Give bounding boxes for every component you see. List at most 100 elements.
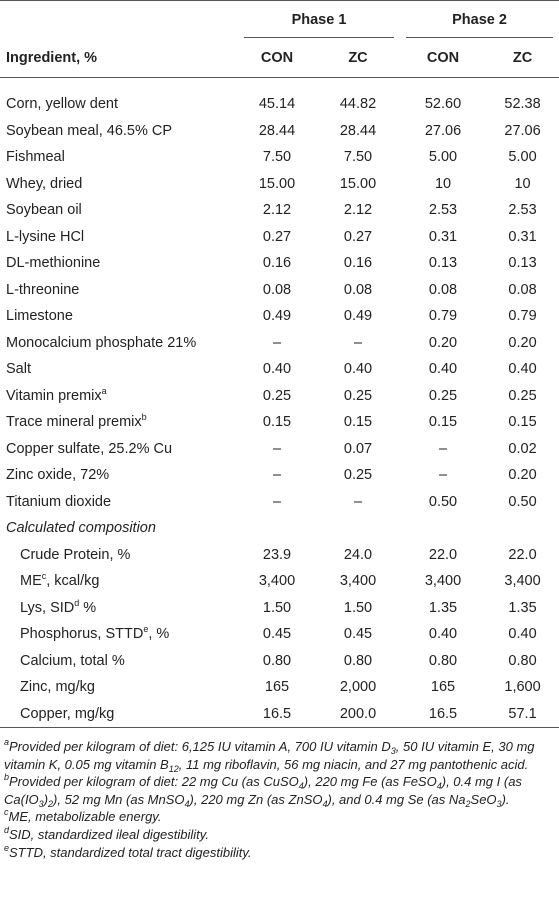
text-segment: Corn, yellow dent bbox=[6, 96, 119, 113]
cell-value: – bbox=[353, 334, 363, 351]
table-row: Titanium dioxide – – 0.50 0.50 bbox=[0, 489, 559, 516]
cell-value: 0.08 bbox=[343, 281, 373, 298]
text-segment: SID, standardized ileal digestibility. bbox=[9, 826, 209, 842]
text-segment: Calcium, total % bbox=[20, 652, 125, 669]
cell-value: 0.45 bbox=[343, 626, 373, 643]
text-segment: STTD, standardized total tract digestibi… bbox=[9, 844, 252, 860]
table-row: MEc, kcal/kg 3,400 3,400 3,400 3,400 bbox=[0, 568, 559, 595]
table-row: Lys, SIDd % 1.50 1.50 1.35 1.35 bbox=[0, 595, 559, 622]
text-segment: ). bbox=[501, 791, 510, 807]
cell-value: 24.0 bbox=[343, 546, 373, 563]
cell-value: 0.31 bbox=[508, 228, 537, 245]
text-segment: ME, metabolizable energy. bbox=[8, 809, 162, 825]
text-segment: ) bbox=[43, 791, 49, 807]
cell-value: 0.08 bbox=[428, 281, 458, 298]
text-segment: Provided per kilogram of diet: 6,125 IU … bbox=[9, 739, 391, 754]
text-segment: Lys, SID bbox=[20, 599, 75, 616]
footnotes: aProvided per kilogram of diet: 6,125 IU… bbox=[0, 738, 559, 861]
row-label: Soybean oil bbox=[0, 197, 238, 224]
section-row: Calculated composition bbox=[0, 515, 559, 542]
row-label: Fishmeal bbox=[0, 144, 238, 171]
cell-value: 0.50 bbox=[508, 493, 537, 510]
cell-value: 0.79 bbox=[508, 308, 537, 325]
supscript: c bbox=[4, 807, 9, 818]
cell-value: 0.80 bbox=[428, 652, 458, 669]
cell-value: 0.25 bbox=[428, 387, 458, 404]
table-row: Zinc, mg/kg 165 2,000 165 1,600 bbox=[0, 674, 559, 701]
cell-value: 0.13 bbox=[428, 255, 458, 272]
subscript: 3 bbox=[38, 798, 44, 809]
table-row: Trace mineral premixb 0.15 0.15 0.15 0.15 bbox=[0, 409, 559, 436]
subscript: 3 bbox=[496, 798, 502, 809]
subscript: 2 bbox=[48, 798, 54, 809]
cell-value: – bbox=[438, 440, 448, 457]
cell-value: – bbox=[272, 467, 282, 484]
cell-value: 1.50 bbox=[262, 599, 292, 616]
row-label: Limestone bbox=[0, 303, 238, 330]
cell-value: 0.15 bbox=[428, 414, 458, 431]
text-segment: ME bbox=[20, 573, 42, 590]
text-segment: Zinc oxide, 72% bbox=[6, 467, 110, 484]
row-label: MEc, kcal/kg bbox=[0, 568, 238, 595]
column-header: ZC bbox=[486, 39, 559, 78]
table-row: DL-methionine 0.16 0.16 0.13 0.13 bbox=[0, 250, 559, 277]
supscript: e bbox=[4, 842, 10, 853]
cell-value: 0.27 bbox=[262, 228, 292, 245]
cell-value: 0.80 bbox=[508, 652, 537, 669]
cell-value: 0.15 bbox=[262, 414, 292, 431]
cell-value: 3,400 bbox=[504, 573, 541, 590]
text-segment: , % bbox=[148, 626, 170, 643]
text-segment: ), and 0.4 mg Se (as Na bbox=[327, 791, 466, 807]
footnote: dSID, standardized ileal digestibility. bbox=[4, 825, 555, 844]
subscript: 12 bbox=[168, 763, 179, 774]
cell-value: 0.25 bbox=[508, 387, 537, 404]
cell-value: 52.60 bbox=[424, 96, 462, 113]
cell-value: – bbox=[272, 334, 282, 351]
row-label: Copper, mg/kg bbox=[0, 700, 238, 728]
cell-value: 0.80 bbox=[343, 652, 373, 669]
subscript: 4 bbox=[184, 798, 190, 809]
table-row: Whey, dried 15.00 15.00 10 10 bbox=[0, 171, 559, 198]
row-label: Monocalcium phosphate 21% bbox=[0, 330, 238, 357]
text-segment: DL-methionine bbox=[6, 255, 101, 272]
cell-value: 3,400 bbox=[339, 573, 377, 590]
table-row: Soybean meal, 46.5% CP 28.44 28.44 27.06 27.… bbox=[0, 118, 559, 145]
cell-value: 0.15 bbox=[508, 414, 537, 431]
table-row: Copper, mg/kg 16.5 200.0 16.5 57.1 bbox=[0, 700, 559, 728]
cell-value: 2,000 bbox=[339, 679, 377, 696]
text-segment: Copper sulfate, 25.2% Cu bbox=[6, 440, 173, 457]
text-segment: ), 52 mg Mn (as MnSO bbox=[53, 791, 185, 807]
phase-header: Phase 1 bbox=[238, 0, 401, 39]
cell-value: – bbox=[353, 493, 363, 510]
text-segment: Salt bbox=[6, 361, 31, 378]
cell-value: 0.49 bbox=[262, 308, 292, 325]
text-segment: Limestone bbox=[6, 308, 73, 325]
text-segment: Crude Protein, % bbox=[20, 546, 131, 563]
cell-value: 200.0 bbox=[316, 700, 401, 728]
supscript: b bbox=[141, 412, 147, 423]
text-segment: ), 220 mg Zn (as ZnSO bbox=[189, 791, 323, 807]
cell-value: 165 bbox=[264, 679, 290, 696]
cell-value: 7.50 bbox=[262, 149, 292, 166]
table-row: Monocalcium phosphate 21% – – 0.20 0.20 bbox=[0, 330, 559, 357]
phase-label: Phase 1 bbox=[244, 3, 395, 38]
row-label: Calcium, total % bbox=[0, 648, 238, 675]
table-row: L-threonine 0.08 0.08 0.08 0.08 bbox=[0, 277, 559, 304]
cell-value: 2.53 bbox=[428, 202, 458, 219]
row-label: Soybean meal, 46.5% CP bbox=[0, 118, 238, 145]
text-segment: SeO bbox=[470, 791, 497, 807]
cell-value: 5.00 bbox=[428, 149, 458, 166]
cell-value: 0.40 bbox=[508, 626, 537, 643]
text-segment: L-threonine bbox=[6, 281, 80, 298]
cell-value: 0.50 bbox=[428, 493, 458, 510]
cell-value: 0.20 bbox=[508, 334, 537, 351]
column-header-row: Ingredient, % CON ZC CON ZC bbox=[0, 39, 559, 78]
text-segment: Titanium dioxide bbox=[6, 493, 112, 510]
row-label: DL-methionine bbox=[0, 250, 238, 277]
cell-value: 0.40 bbox=[508, 361, 537, 378]
footnote: aProvided per kilogram of diet: 6,125 IU… bbox=[4, 738, 555, 774]
cell-value: 0.15 bbox=[343, 414, 373, 431]
table-row: Limestone 0.49 0.49 0.79 0.79 bbox=[0, 303, 559, 330]
cell-value: – bbox=[438, 467, 448, 484]
